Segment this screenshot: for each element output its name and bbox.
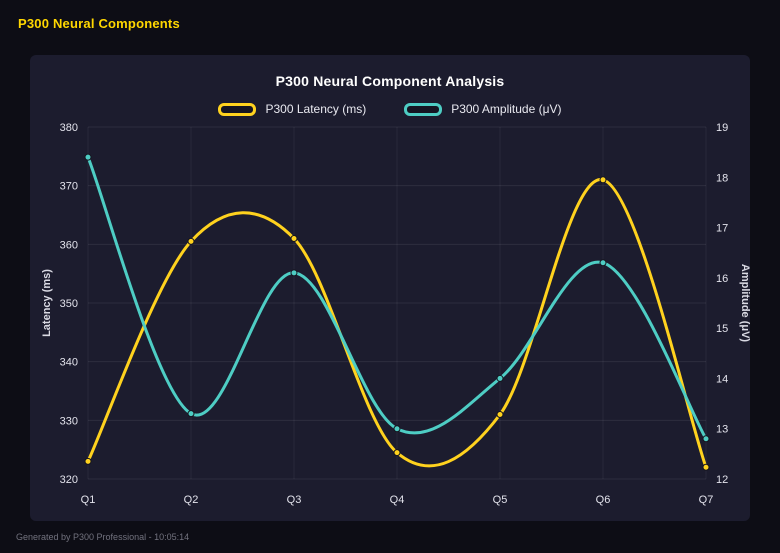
footer-text: Generated by P300 Professional - 10:05:1… (16, 532, 190, 542)
data-point (290, 234, 298, 242)
legend-item-1[interactable]: P300 Amplitude (μV) (404, 102, 562, 116)
x-axis-tick: Q7 (699, 494, 714, 506)
x-axis-tick: Q6 (596, 494, 611, 506)
line-chart: 320 330 340 350 360 370 380 12 13 14 15 16 17 18 19 Q1 Q… (41, 122, 750, 506)
legend-item-0[interactable]: P300 Latency (ms) (218, 102, 366, 116)
left-axis-tick: 330 (60, 415, 78, 427)
right-axis-tick: 13 (716, 424, 728, 436)
data-point (187, 410, 195, 418)
x-axis-tick: Q1 (81, 494, 96, 506)
data-point (702, 435, 710, 443)
left-axis-tick: 380 (60, 122, 78, 134)
left-axis-title: Latency (ms) (41, 269, 53, 337)
data-point (496, 374, 504, 382)
page-title: P300 Neural Components (18, 16, 180, 31)
data-point (393, 449, 401, 457)
right-axis-title: Amplitude (μV) (739, 264, 750, 343)
chart-title: P300 Neural Component Analysis (275, 73, 505, 89)
left-axis-tick: 370 (60, 181, 78, 193)
left-axis-tick: 350 (60, 298, 78, 310)
x-axis-tick: Q3 (287, 494, 302, 506)
legend-label: P300 Amplitude (μV) (451, 102, 562, 116)
data-point (84, 153, 92, 161)
data-point (496, 410, 504, 418)
data-point (702, 463, 710, 471)
left-axis-tick: 320 (60, 474, 78, 486)
left-axis-tick: 340 (60, 357, 78, 369)
right-axis-tick: 18 (716, 172, 728, 184)
left-axis-tick: 360 (60, 239, 78, 251)
data-point (187, 237, 195, 245)
right-axis-tick: 12 (716, 474, 728, 486)
legend-swatch-icon (218, 102, 257, 116)
chart-card: P300 Neural Component Analysis P300 Late… (30, 55, 750, 521)
x-axis-tick: Q4 (390, 494, 405, 506)
legend-label: P300 Latency (ms) (265, 102, 367, 116)
x-axis-tick: Q5 (493, 494, 508, 506)
chart-legend: P300 Latency (ms) P300 Amplitude (μV) (30, 101, 750, 117)
data-point (290, 269, 298, 277)
right-axis-tick: 14 (716, 373, 728, 385)
data-point (393, 425, 401, 433)
right-axis-tick: 17 (716, 223, 728, 235)
chart-area: 320 330 340 350 360 370 380 12 13 14 15 16 17 18 19 Q1 Q… (30, 119, 750, 517)
legend-swatch-icon (404, 102, 443, 116)
data-point (84, 457, 92, 465)
data-point (599, 176, 607, 184)
data-point (599, 259, 607, 267)
right-axis-tick: 16 (716, 273, 728, 285)
right-axis-tick: 19 (716, 122, 728, 134)
right-axis-tick: 15 (716, 323, 728, 335)
x-axis-tick: Q2 (184, 494, 199, 506)
